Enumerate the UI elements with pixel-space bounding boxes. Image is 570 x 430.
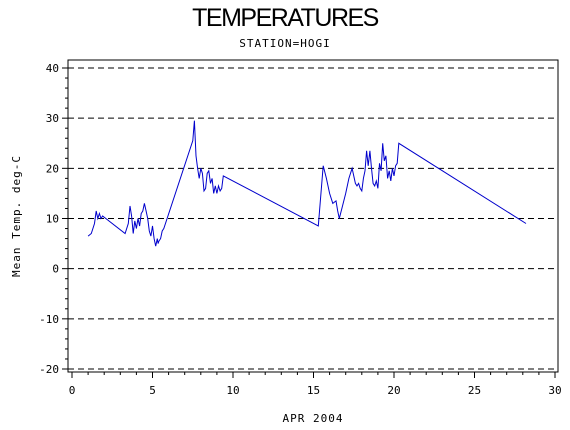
series-layer <box>87 120 527 247</box>
y-tick-label: -10 <box>39 313 59 326</box>
x-tick-label: 5 <box>149 384 156 397</box>
y-tick-label: -20 <box>39 363 59 376</box>
grid-layer <box>68 67 558 370</box>
chart-title: TEMPERATURES <box>192 4 379 32</box>
y-tick-label: 0 <box>52 263 59 276</box>
y-axis-label: Mean Temp. deg-C <box>10 155 23 277</box>
x-tick-label: 25 <box>468 384 481 397</box>
chart-subtitle: STATION=HOGI <box>239 37 331 50</box>
x-tick-label: 0 <box>69 384 76 397</box>
x-tick-label: 20 <box>387 384 400 397</box>
x-tick-label: 10 <box>226 384 239 397</box>
x-tick-label: 15 <box>307 384 320 397</box>
axis-layer: -20 -10 0 10 20 30 40 0 5 10 15 20 25 30 <box>39 62 562 397</box>
plot-frame <box>67 59 559 373</box>
x-tick-label: 30 <box>548 384 561 397</box>
y-tick-label: 20 <box>46 162 59 175</box>
y-tick-label: 40 <box>46 62 59 75</box>
y-tick-label: 30 <box>46 112 59 125</box>
y-tick-label: 10 <box>46 213 59 226</box>
x-axis-label: APR 2004 <box>283 412 344 425</box>
series-line <box>87 120 527 247</box>
